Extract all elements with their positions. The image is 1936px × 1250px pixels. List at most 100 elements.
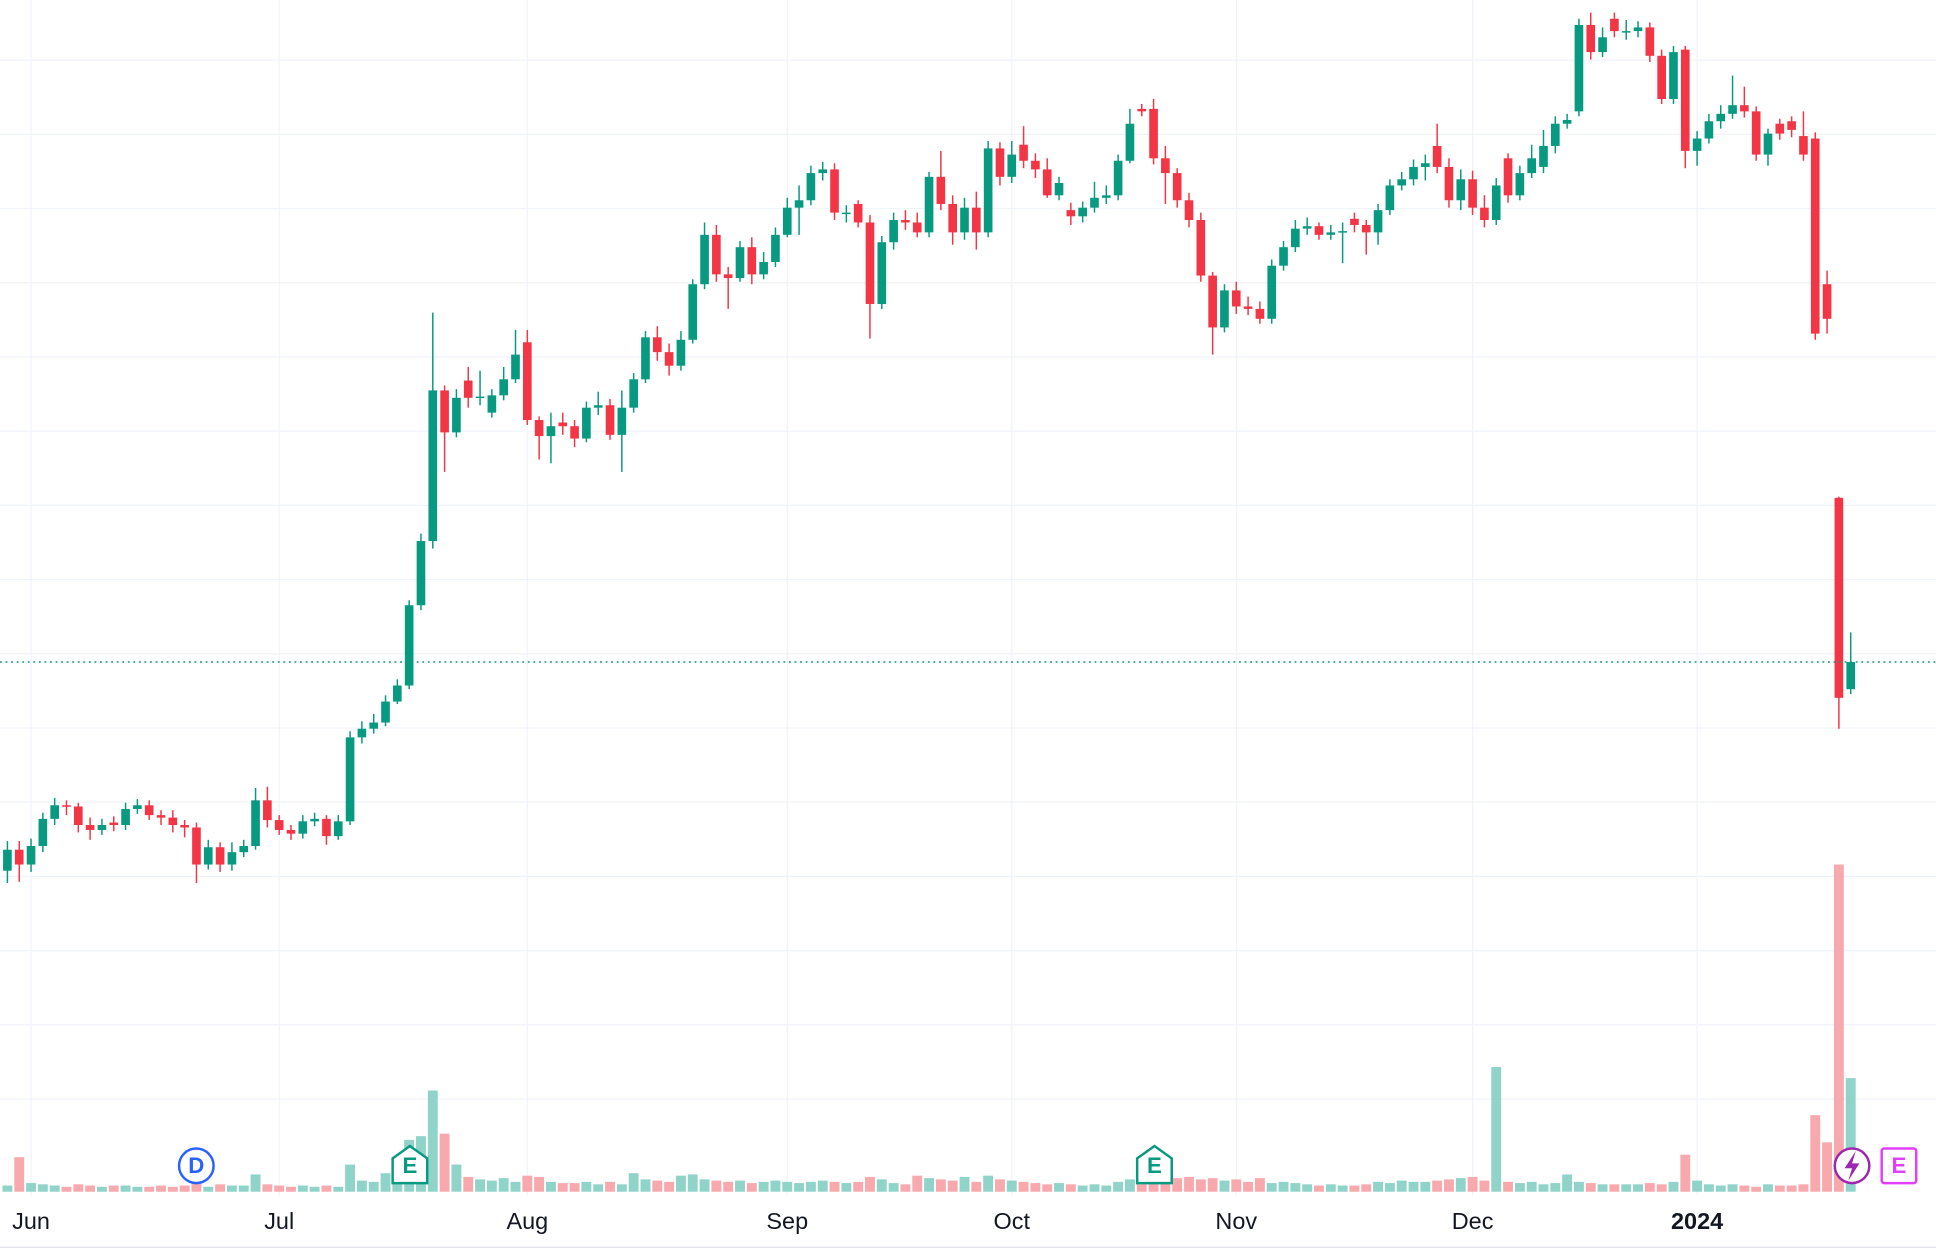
candle-body	[227, 852, 237, 865]
event-marker[interactable]: E	[1880, 1147, 1918, 1185]
candle-body	[251, 800, 260, 847]
event-marker[interactable]: E	[391, 1144, 429, 1185]
volume-bar	[1562, 1174, 1573, 1192]
candle-body	[1444, 166, 1454, 201]
volume-bar	[782, 1181, 793, 1192]
volume-bar	[1621, 1184, 1632, 1192]
volume-bar	[1538, 1184, 1549, 1192]
volume-bar	[1042, 1184, 1053, 1192]
candle-body	[617, 407, 627, 435]
event-icon	[1135, 1144, 1173, 1185]
candle-body	[393, 685, 402, 702]
candle-body	[1125, 123, 1135, 161]
candle-body	[298, 821, 308, 834]
candle-body	[1775, 123, 1785, 134]
volume-bar	[534, 1176, 545, 1192]
candle-body	[1527, 158, 1536, 174]
volume-bar	[1597, 1184, 1608, 1192]
candle-body	[1078, 207, 1087, 217]
candle-body	[1740, 105, 1749, 112]
volume-bar	[995, 1179, 1005, 1192]
volume-bar	[912, 1175, 923, 1192]
volume-bar	[451, 1164, 462, 1192]
x-tick-label: Sep	[766, 1208, 808, 1234]
candle-body	[1468, 179, 1477, 208]
volume-bar	[1396, 1180, 1407, 1192]
candle-body	[1019, 144, 1028, 161]
candle-body	[1385, 185, 1395, 211]
candle-body	[452, 397, 461, 433]
candle-body	[1810, 138, 1820, 334]
volume-bar	[1444, 1179, 1454, 1192]
volume-bar	[2, 1185, 13, 1192]
volume-bar	[1479, 1180, 1490, 1192]
volume-bar	[1384, 1183, 1395, 1192]
candle-body	[381, 701, 390, 723]
volume-bar	[1633, 1184, 1643, 1192]
volume-bar	[711, 1180, 722, 1192]
volume-bar	[1432, 1180, 1443, 1192]
candle-body	[73, 806, 83, 826]
candle-body	[1397, 179, 1407, 186]
volume-bar	[380, 1173, 391, 1192]
news-bolt	[1844, 1150, 1860, 1181]
candle-body	[121, 808, 130, 826]
volume-bar	[593, 1184, 604, 1192]
news-marker[interactable]	[1833, 1147, 1871, 1185]
volume-bar	[935, 1179, 946, 1192]
event-marker[interactable]: E	[1135, 1144, 1173, 1185]
event-marker[interactable]: D	[177, 1147, 215, 1185]
volume-bar	[368, 1181, 379, 1192]
candle-body	[1031, 160, 1040, 170]
candle-body	[771, 234, 780, 262]
candle-body	[499, 379, 509, 396]
candle-body	[818, 169, 828, 174]
volume-bar	[1160, 1176, 1171, 1192]
candle-body	[156, 815, 166, 818]
candle-body	[1090, 197, 1099, 208]
volume-bar	[1006, 1180, 1017, 1192]
x-tick-label: Nov	[1215, 1208, 1257, 1234]
candle-body	[428, 390, 438, 542]
volume-bar	[687, 1174, 698, 1192]
volume-bar	[1514, 1183, 1525, 1192]
candle-body	[180, 825, 189, 828]
candle-body	[582, 407, 591, 439]
candle-body	[1846, 662, 1856, 690]
volume-bar	[14, 1157, 25, 1192]
volume-bar	[1550, 1183, 1561, 1192]
volume-bar	[250, 1174, 261, 1192]
candle-body	[1598, 37, 1607, 53]
event-label: E	[403, 1153, 418, 1178]
candle-body	[877, 242, 887, 304]
event-icon	[177, 1147, 215, 1185]
volume-bar	[1018, 1181, 1029, 1192]
event-label: E	[1147, 1153, 1162, 1178]
volume-bar	[605, 1181, 615, 1192]
candle-body	[1822, 284, 1832, 319]
volume-bar	[262, 1184, 273, 1192]
volume-bar	[1739, 1185, 1750, 1192]
volume-bar	[1184, 1176, 1194, 1192]
volume-bar	[853, 1181, 864, 1192]
candle-body	[1101, 195, 1111, 198]
candle-body	[688, 284, 698, 340]
candle-body	[1550, 123, 1560, 146]
candle-body	[1432, 145, 1442, 167]
volume-bar	[1243, 1181, 1254, 1192]
volume-bar	[888, 1183, 899, 1192]
candle-body	[735, 247, 745, 279]
volume-bar	[37, 1184, 48, 1192]
candle-body	[1633, 27, 1643, 32]
candle-body	[310, 818, 319, 822]
volume-bar	[274, 1185, 285, 1192]
candle-body	[700, 234, 709, 285]
volume-bar	[475, 1179, 485, 1192]
candle-body	[357, 728, 367, 738]
candle-body	[1456, 179, 1466, 201]
candle-body	[1007, 154, 1017, 177]
candle-body	[463, 380, 473, 398]
volume-bar	[1065, 1184, 1076, 1192]
